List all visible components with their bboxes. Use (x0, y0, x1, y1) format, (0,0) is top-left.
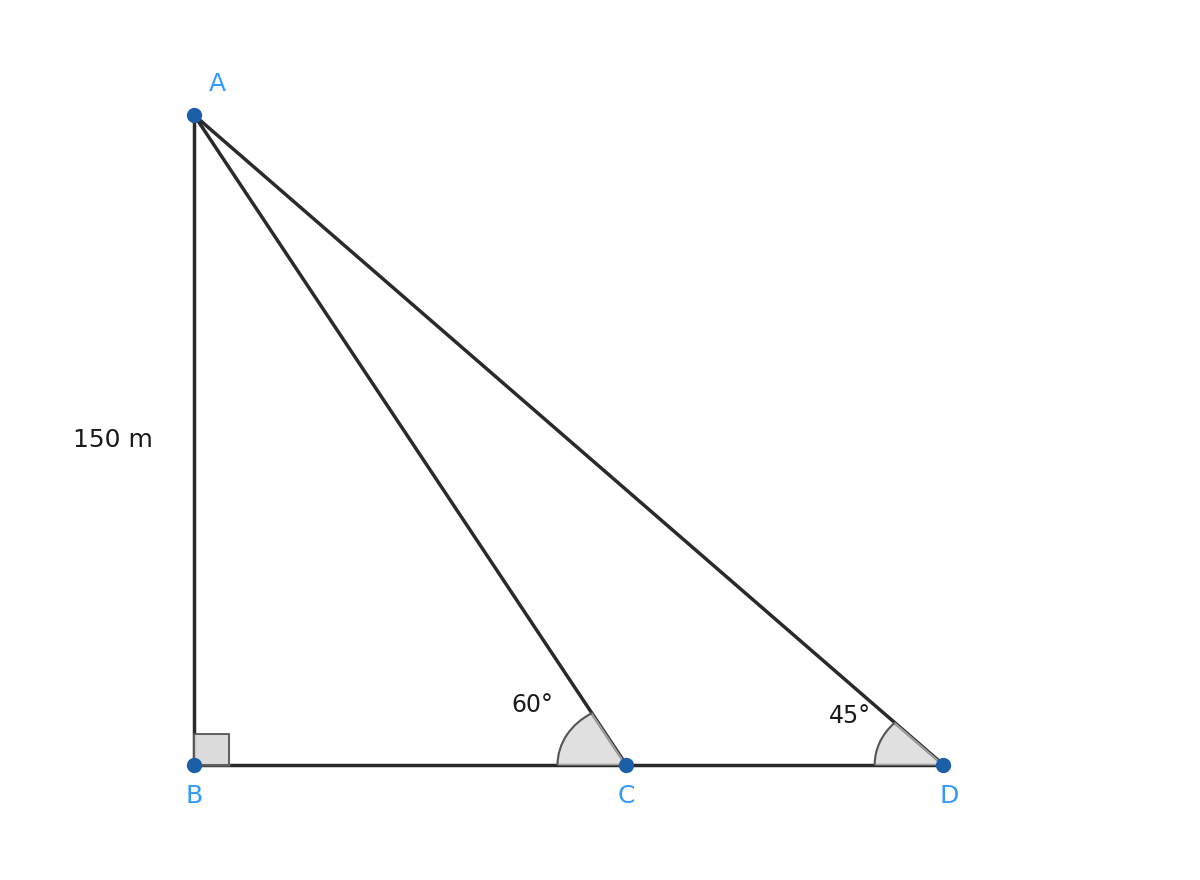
Text: 60°: 60° (511, 693, 553, 717)
Text: D: D (940, 784, 959, 808)
Text: B: B (186, 784, 203, 808)
Text: 45°: 45° (829, 704, 871, 728)
Point (617, 758, 636, 772)
Text: 150 m: 150 m (73, 428, 154, 452)
Polygon shape (875, 722, 943, 765)
Text: A: A (209, 72, 227, 96)
Polygon shape (194, 735, 229, 765)
Point (185, 758, 204, 772)
Point (185, 108, 204, 122)
Point (934, 758, 953, 772)
Text: C: C (618, 784, 635, 808)
Polygon shape (558, 713, 626, 765)
